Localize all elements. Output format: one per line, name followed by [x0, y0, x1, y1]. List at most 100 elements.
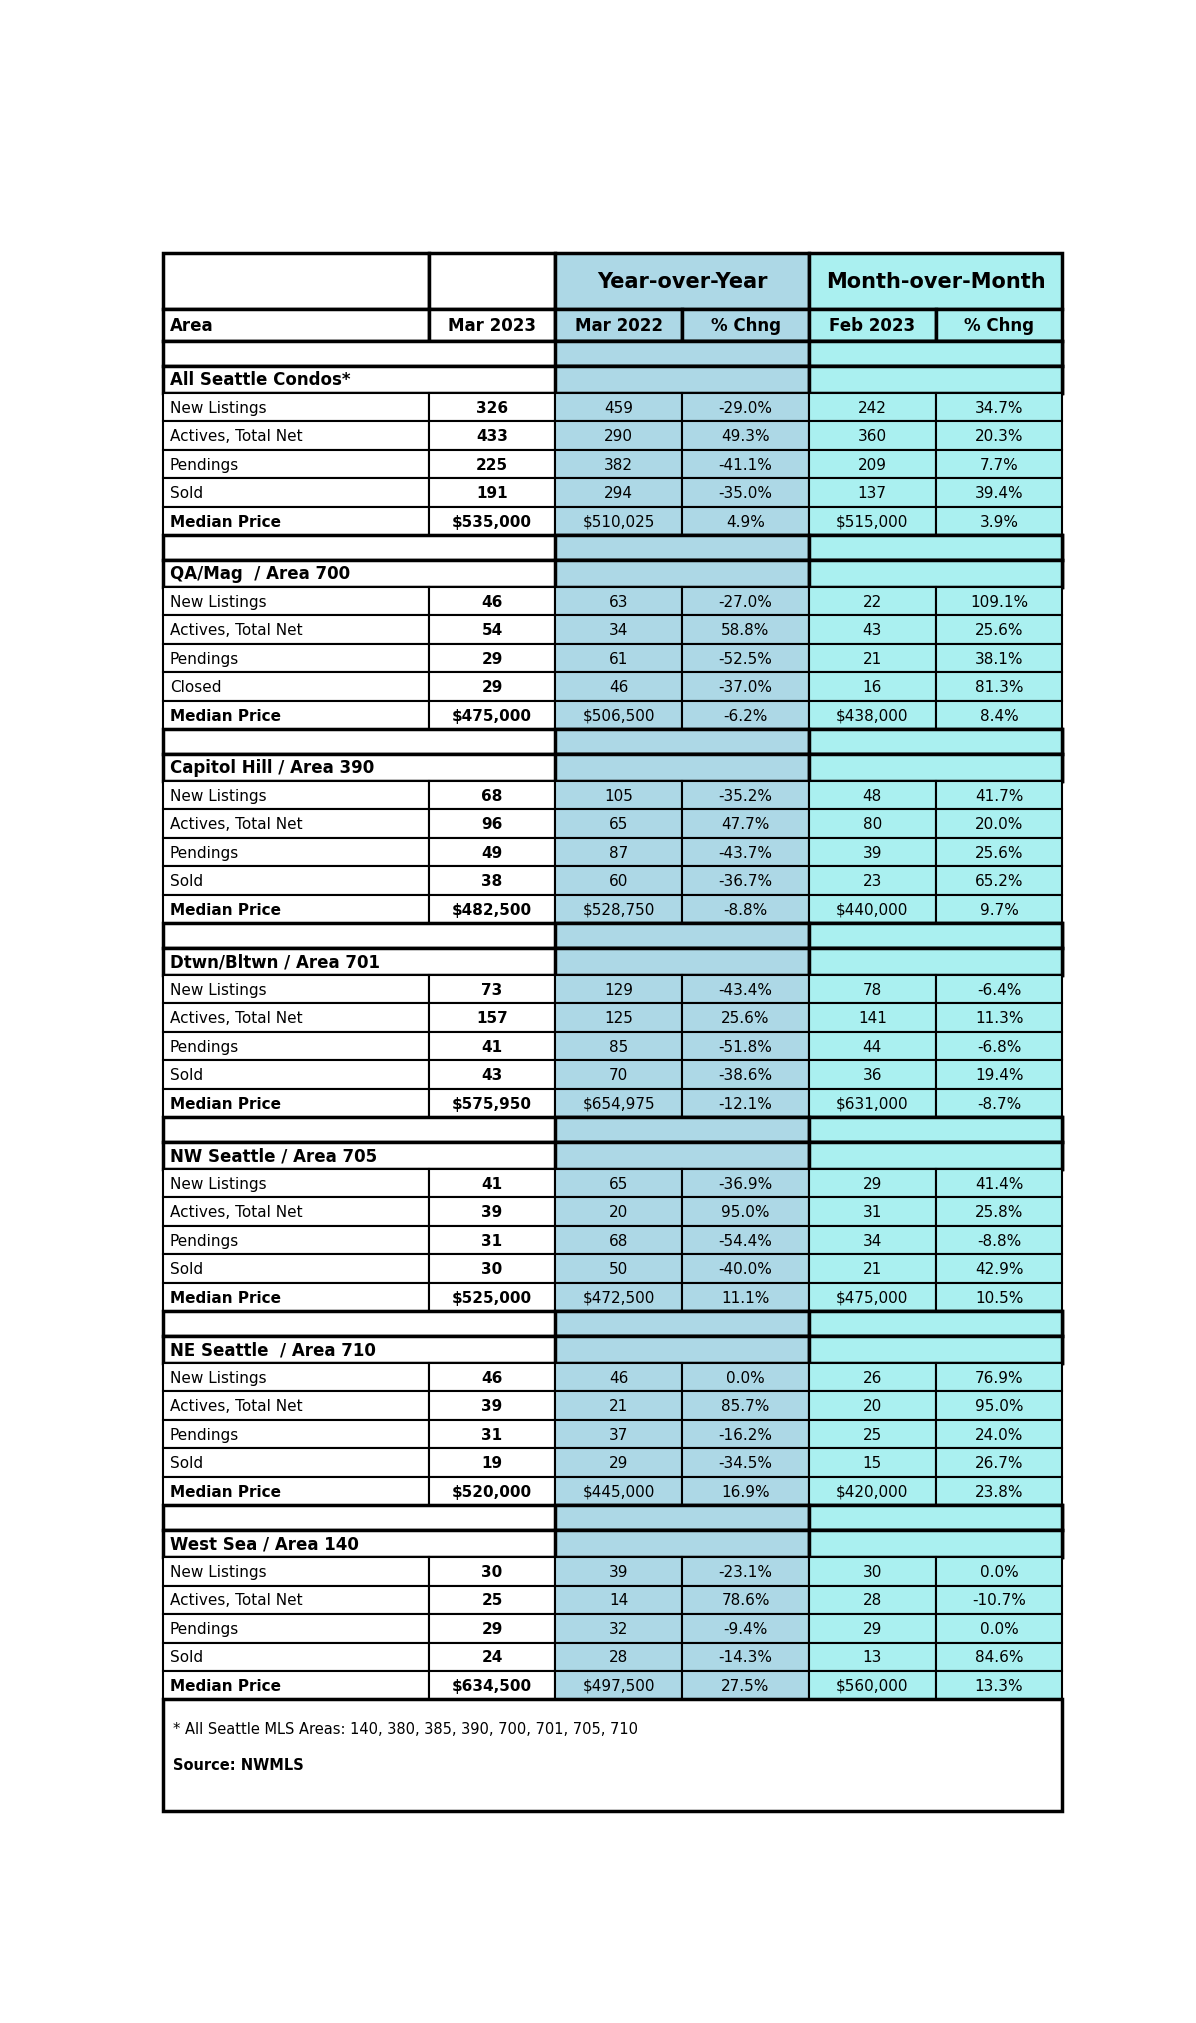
Bar	[555, 366, 808, 394]
Bar	[428, 1614, 555, 1643]
Text: 4.9%: 4.9%	[726, 514, 765, 530]
Bar	[808, 1448, 935, 1477]
Bar	[682, 508, 808, 536]
Bar	[555, 342, 808, 366]
Text: Median Price: Median Price	[170, 902, 281, 916]
Text: 242: 242	[858, 401, 886, 415]
Bar	[808, 310, 935, 342]
Bar	[555, 451, 682, 479]
Bar	[164, 949, 1062, 975]
Bar	[555, 1364, 682, 1392]
Bar	[808, 702, 935, 730]
Bar	[555, 1169, 682, 1198]
Text: 43: 43	[482, 1068, 502, 1082]
Text: 32: 32	[609, 1620, 628, 1637]
Bar	[164, 755, 1062, 781]
Text: 76.9%: 76.9%	[975, 1370, 1024, 1386]
Text: $634,500: $634,500	[452, 1677, 532, 1693]
Bar	[808, 1586, 935, 1614]
Text: -36.7%: -36.7%	[719, 874, 773, 888]
Bar	[682, 1283, 808, 1311]
Text: 225: 225	[476, 457, 508, 471]
Text: Median Price: Median Price	[170, 514, 281, 530]
Bar	[935, 1558, 1062, 1586]
Bar	[428, 674, 555, 702]
Bar	[164, 925, 1062, 949]
Bar	[682, 1420, 808, 1448]
Text: 24: 24	[481, 1649, 502, 1665]
Bar	[682, 1032, 808, 1060]
Bar	[808, 587, 935, 617]
Bar	[164, 838, 428, 868]
Text: $525,000: $525,000	[452, 1291, 532, 1305]
Text: $438,000: $438,000	[836, 708, 909, 722]
Bar	[935, 451, 1062, 479]
Text: 65: 65	[609, 817, 628, 831]
Bar	[682, 645, 808, 674]
Text: -23.1%: -23.1%	[719, 1564, 773, 1580]
Bar	[682, 838, 808, 868]
Bar	[164, 1226, 428, 1254]
Text: 0.0%: 0.0%	[980, 1564, 1019, 1580]
Text: -43.4%: -43.4%	[719, 983, 773, 997]
Text: -29.0%: -29.0%	[719, 401, 773, 415]
Text: 43: 43	[862, 623, 881, 637]
Bar	[935, 1364, 1062, 1392]
Bar	[808, 1226, 935, 1254]
Text: Actives, Total Net: Actives, Total Net	[170, 1398, 303, 1414]
Text: -52.5%: -52.5%	[719, 651, 773, 666]
Text: -54.4%: -54.4%	[719, 1234, 773, 1248]
Text: Pendings: Pendings	[170, 1234, 239, 1248]
Bar	[428, 975, 555, 1003]
Bar	[682, 1198, 808, 1226]
Text: 25.8%: 25.8%	[975, 1204, 1024, 1220]
Bar	[808, 342, 1062, 366]
Bar	[428, 394, 555, 423]
Text: Sold: Sold	[170, 1068, 203, 1082]
Text: 294: 294	[604, 486, 634, 502]
Bar	[682, 617, 808, 645]
Bar	[555, 1505, 808, 1529]
Bar	[555, 1420, 682, 1448]
Bar	[935, 1088, 1062, 1119]
Text: 68: 68	[481, 789, 502, 803]
Bar	[935, 508, 1062, 536]
Text: 360: 360	[858, 429, 887, 443]
Bar	[682, 1364, 808, 1392]
Text: 24.0%: 24.0%	[975, 1426, 1024, 1442]
Bar	[808, 781, 935, 809]
Text: 36: 36	[862, 1068, 883, 1082]
Text: 85: 85	[609, 1040, 628, 1054]
Bar	[682, 781, 808, 809]
Text: 23.8%: 23.8%	[975, 1485, 1024, 1499]
Text: 29: 29	[481, 680, 502, 694]
Bar	[935, 1392, 1062, 1420]
Text: 25: 25	[481, 1592, 502, 1608]
Text: Median Price: Median Price	[170, 1485, 281, 1499]
Text: 382: 382	[604, 457, 634, 471]
Text: 41.7%: 41.7%	[975, 789, 1024, 803]
Text: 29: 29	[481, 1620, 502, 1637]
Text: Median Price: Median Price	[170, 1096, 281, 1111]
Bar	[164, 1143, 1062, 1169]
Bar	[682, 1226, 808, 1254]
Bar	[935, 394, 1062, 423]
Text: 13: 13	[862, 1649, 881, 1665]
Bar	[164, 1198, 428, 1226]
Text: 31: 31	[482, 1426, 502, 1442]
Text: -36.9%: -36.9%	[719, 1175, 773, 1192]
Text: 46: 46	[481, 1370, 502, 1386]
Text: 3.9%: 3.9%	[980, 514, 1019, 530]
Text: -6.4%: -6.4%	[977, 983, 1021, 997]
Text: 19: 19	[482, 1455, 502, 1471]
Bar	[682, 674, 808, 702]
Text: $654,975: $654,975	[582, 1096, 655, 1111]
Bar	[682, 1169, 808, 1198]
Bar	[555, 617, 682, 645]
Text: $482,500: $482,500	[452, 902, 532, 916]
Text: 137: 137	[858, 486, 886, 502]
Text: -6.2%: -6.2%	[724, 708, 768, 722]
Text: 60: 60	[609, 874, 628, 888]
Text: Dtwn/Bltwn / Area 701: Dtwn/Bltwn / Area 701	[170, 953, 379, 971]
Text: 19.4%: 19.4%	[975, 1068, 1024, 1082]
